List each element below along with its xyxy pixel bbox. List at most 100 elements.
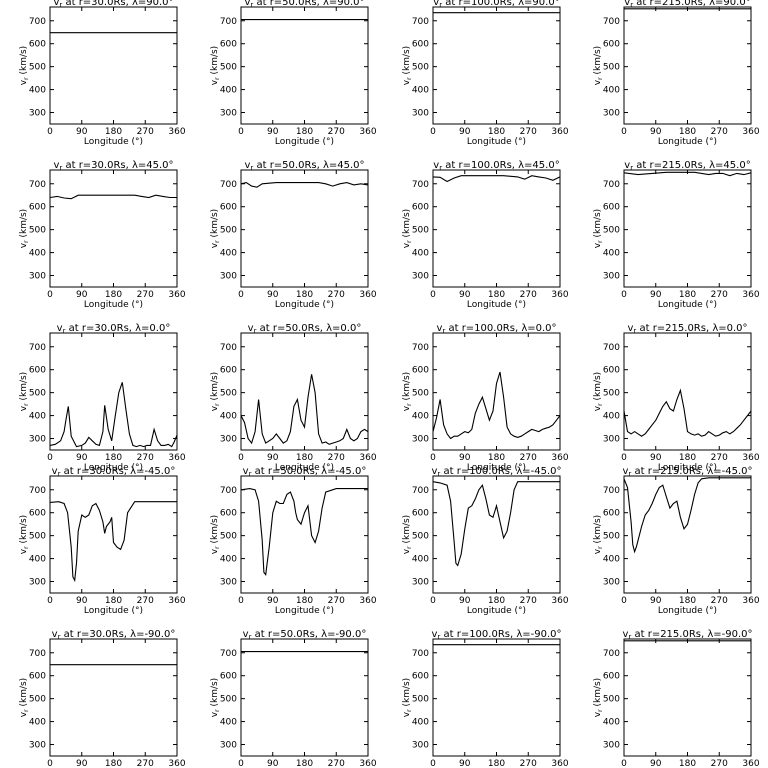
x-tick-label: 90 bbox=[76, 127, 88, 137]
y-tick-label: 700 bbox=[603, 649, 620, 659]
y-tick-label: 700 bbox=[29, 17, 46, 27]
x-tick-label: 360 bbox=[742, 127, 759, 137]
x-tick-label: 360 bbox=[742, 596, 759, 606]
x-tick-label: 270 bbox=[328, 290, 345, 300]
subplot: vr at r=50.0Rs, λ=0.0° 0 90 180 270 360 300 400… bbox=[210, 323, 377, 473]
y-tick-label: 700 bbox=[603, 17, 620, 27]
x-tick-label: 180 bbox=[105, 759, 122, 768]
x-axis-label: Longitude (°) bbox=[658, 463, 717, 473]
y-tick-label: 400 bbox=[220, 86, 237, 96]
y-tick-label: 500 bbox=[29, 63, 46, 73]
x-tick-label: 270 bbox=[328, 596, 345, 606]
x-tick-label: 180 bbox=[105, 596, 122, 606]
y-tick-label: 500 bbox=[412, 389, 429, 399]
x-tick-label: 270 bbox=[711, 453, 728, 463]
y-tick-label: 500 bbox=[412, 226, 429, 236]
x-tick-label: 360 bbox=[551, 759, 568, 768]
subplot-title: vr at r=50.0Rs, λ=90.0° bbox=[244, 0, 364, 9]
plot-frame bbox=[49, 169, 178, 288]
y-tick-label: 400 bbox=[29, 249, 46, 259]
x-axis-label: Longitude (°) bbox=[658, 606, 717, 616]
x-tick-label: 360 bbox=[359, 759, 376, 768]
y-tick-label: 600 bbox=[603, 40, 620, 50]
y-axis-label: vr (km/s) bbox=[593, 515, 604, 554]
x-tick-label: 90 bbox=[459, 290, 471, 300]
y-tick-label: 400 bbox=[603, 555, 620, 565]
y-tick-label: 500 bbox=[603, 63, 620, 73]
plot-frame bbox=[49, 638, 178, 757]
subplot-title: vr at r=30.0Rs, λ=0.0° bbox=[57, 323, 171, 335]
subplot-title: vr at r=50.0Rs, λ=-90.0° bbox=[243, 629, 367, 641]
x-tick-label: 180 bbox=[296, 453, 313, 463]
y-tick-label: 500 bbox=[412, 63, 429, 73]
x-tick-label: 90 bbox=[459, 759, 471, 768]
subplot: vr at r=100.0Rs, λ=45.0° 0 90 180 270 360 300 4… bbox=[402, 160, 569, 310]
x-tick-label: 0 bbox=[238, 127, 244, 137]
x-tick-label: 180 bbox=[296, 759, 313, 768]
x-tick-label: 90 bbox=[76, 759, 88, 768]
y-tick-label: 400 bbox=[603, 86, 620, 96]
x-tick-label: 0 bbox=[621, 453, 627, 463]
y-tick-label: 700 bbox=[412, 17, 429, 27]
x-tick-label: 0 bbox=[621, 290, 627, 300]
y-axis-label: vr (km/s) bbox=[402, 678, 413, 717]
y-tick-label: 700 bbox=[603, 343, 620, 353]
x-tick-label: 270 bbox=[520, 127, 537, 137]
y-tick-label: 300 bbox=[603, 109, 620, 119]
y-tick-label: 400 bbox=[412, 718, 429, 728]
y-tick-label: 300 bbox=[220, 741, 237, 751]
x-axis-label: Longitude (°) bbox=[658, 300, 717, 310]
y-tick-label: 300 bbox=[220, 109, 237, 119]
subplot-title: vr at r=215.0Rs, λ=-90.0° bbox=[622, 629, 752, 641]
y-tick-label: 700 bbox=[603, 180, 620, 190]
series-line bbox=[49, 501, 177, 583]
x-tick-label: 270 bbox=[711, 290, 728, 300]
x-tick-label: 0 bbox=[430, 453, 436, 463]
y-tick-label: 400 bbox=[412, 412, 429, 422]
x-tick-label: 90 bbox=[650, 127, 662, 137]
x-tick-label: 180 bbox=[296, 596, 313, 606]
series-line bbox=[432, 371, 561, 440]
y-tick-label: 500 bbox=[29, 695, 46, 705]
x-tick-label: 180 bbox=[488, 596, 505, 606]
x-tick-label: 270 bbox=[520, 596, 537, 606]
y-axis-label: vr (km/s) bbox=[210, 372, 221, 411]
y-tick-label: 600 bbox=[603, 366, 620, 376]
plot-frame bbox=[240, 169, 369, 288]
y-axis-label: vr (km/s) bbox=[19, 515, 30, 554]
x-axis-label: Longitude (°) bbox=[84, 300, 143, 310]
x-tick-label: 360 bbox=[551, 290, 568, 300]
y-axis-label: vr (km/s) bbox=[593, 46, 604, 85]
series-line bbox=[623, 171, 752, 177]
subplot-title: vr at r=100.0Rs, λ=0.0° bbox=[436, 323, 556, 335]
y-tick-label: 600 bbox=[412, 509, 429, 519]
y-tick-label: 500 bbox=[603, 389, 620, 399]
x-tick-label: 180 bbox=[105, 127, 122, 137]
subplot: vr at r=100.0Rs, λ=-90.0° 0 90 180 270 360 300… bbox=[402, 629, 569, 768]
x-tick-label: 360 bbox=[359, 453, 376, 463]
y-tick-label: 700 bbox=[220, 343, 237, 353]
plot-frame bbox=[623, 169, 752, 288]
subplot: vr at r=30.0Rs, λ=45.0° 0 90 180 270 360 300 40… bbox=[19, 160, 186, 310]
y-tick-label: 500 bbox=[29, 226, 46, 236]
y-tick-label: 300 bbox=[220, 435, 237, 445]
y-tick-label: 700 bbox=[220, 180, 237, 190]
y-tick-label: 300 bbox=[603, 741, 620, 751]
x-tick-label: 270 bbox=[520, 290, 537, 300]
x-tick-label: 360 bbox=[742, 290, 759, 300]
y-axis-label: vr (km/s) bbox=[210, 515, 221, 554]
x-tick-label: 270 bbox=[137, 453, 154, 463]
y-axis-label: vr (km/s) bbox=[402, 515, 413, 554]
y-tick-label: 500 bbox=[220, 532, 237, 542]
x-tick-label: 360 bbox=[359, 596, 376, 606]
x-tick-label: 90 bbox=[459, 127, 471, 137]
y-tick-label: 400 bbox=[220, 412, 237, 422]
x-tick-label: 270 bbox=[711, 759, 728, 768]
y-tick-label: 400 bbox=[29, 555, 46, 565]
plot-frame bbox=[49, 475, 178, 594]
subplot-title: vr at r=215.0Rs, λ=45.0° bbox=[624, 160, 750, 172]
x-tick-label: 0 bbox=[47, 596, 53, 606]
y-tick-label: 600 bbox=[412, 40, 429, 50]
x-tick-label: 0 bbox=[430, 596, 436, 606]
subplot: vr at r=215.0Rs, λ=45.0° 0 90 180 270 360 300 4… bbox=[593, 160, 760, 310]
